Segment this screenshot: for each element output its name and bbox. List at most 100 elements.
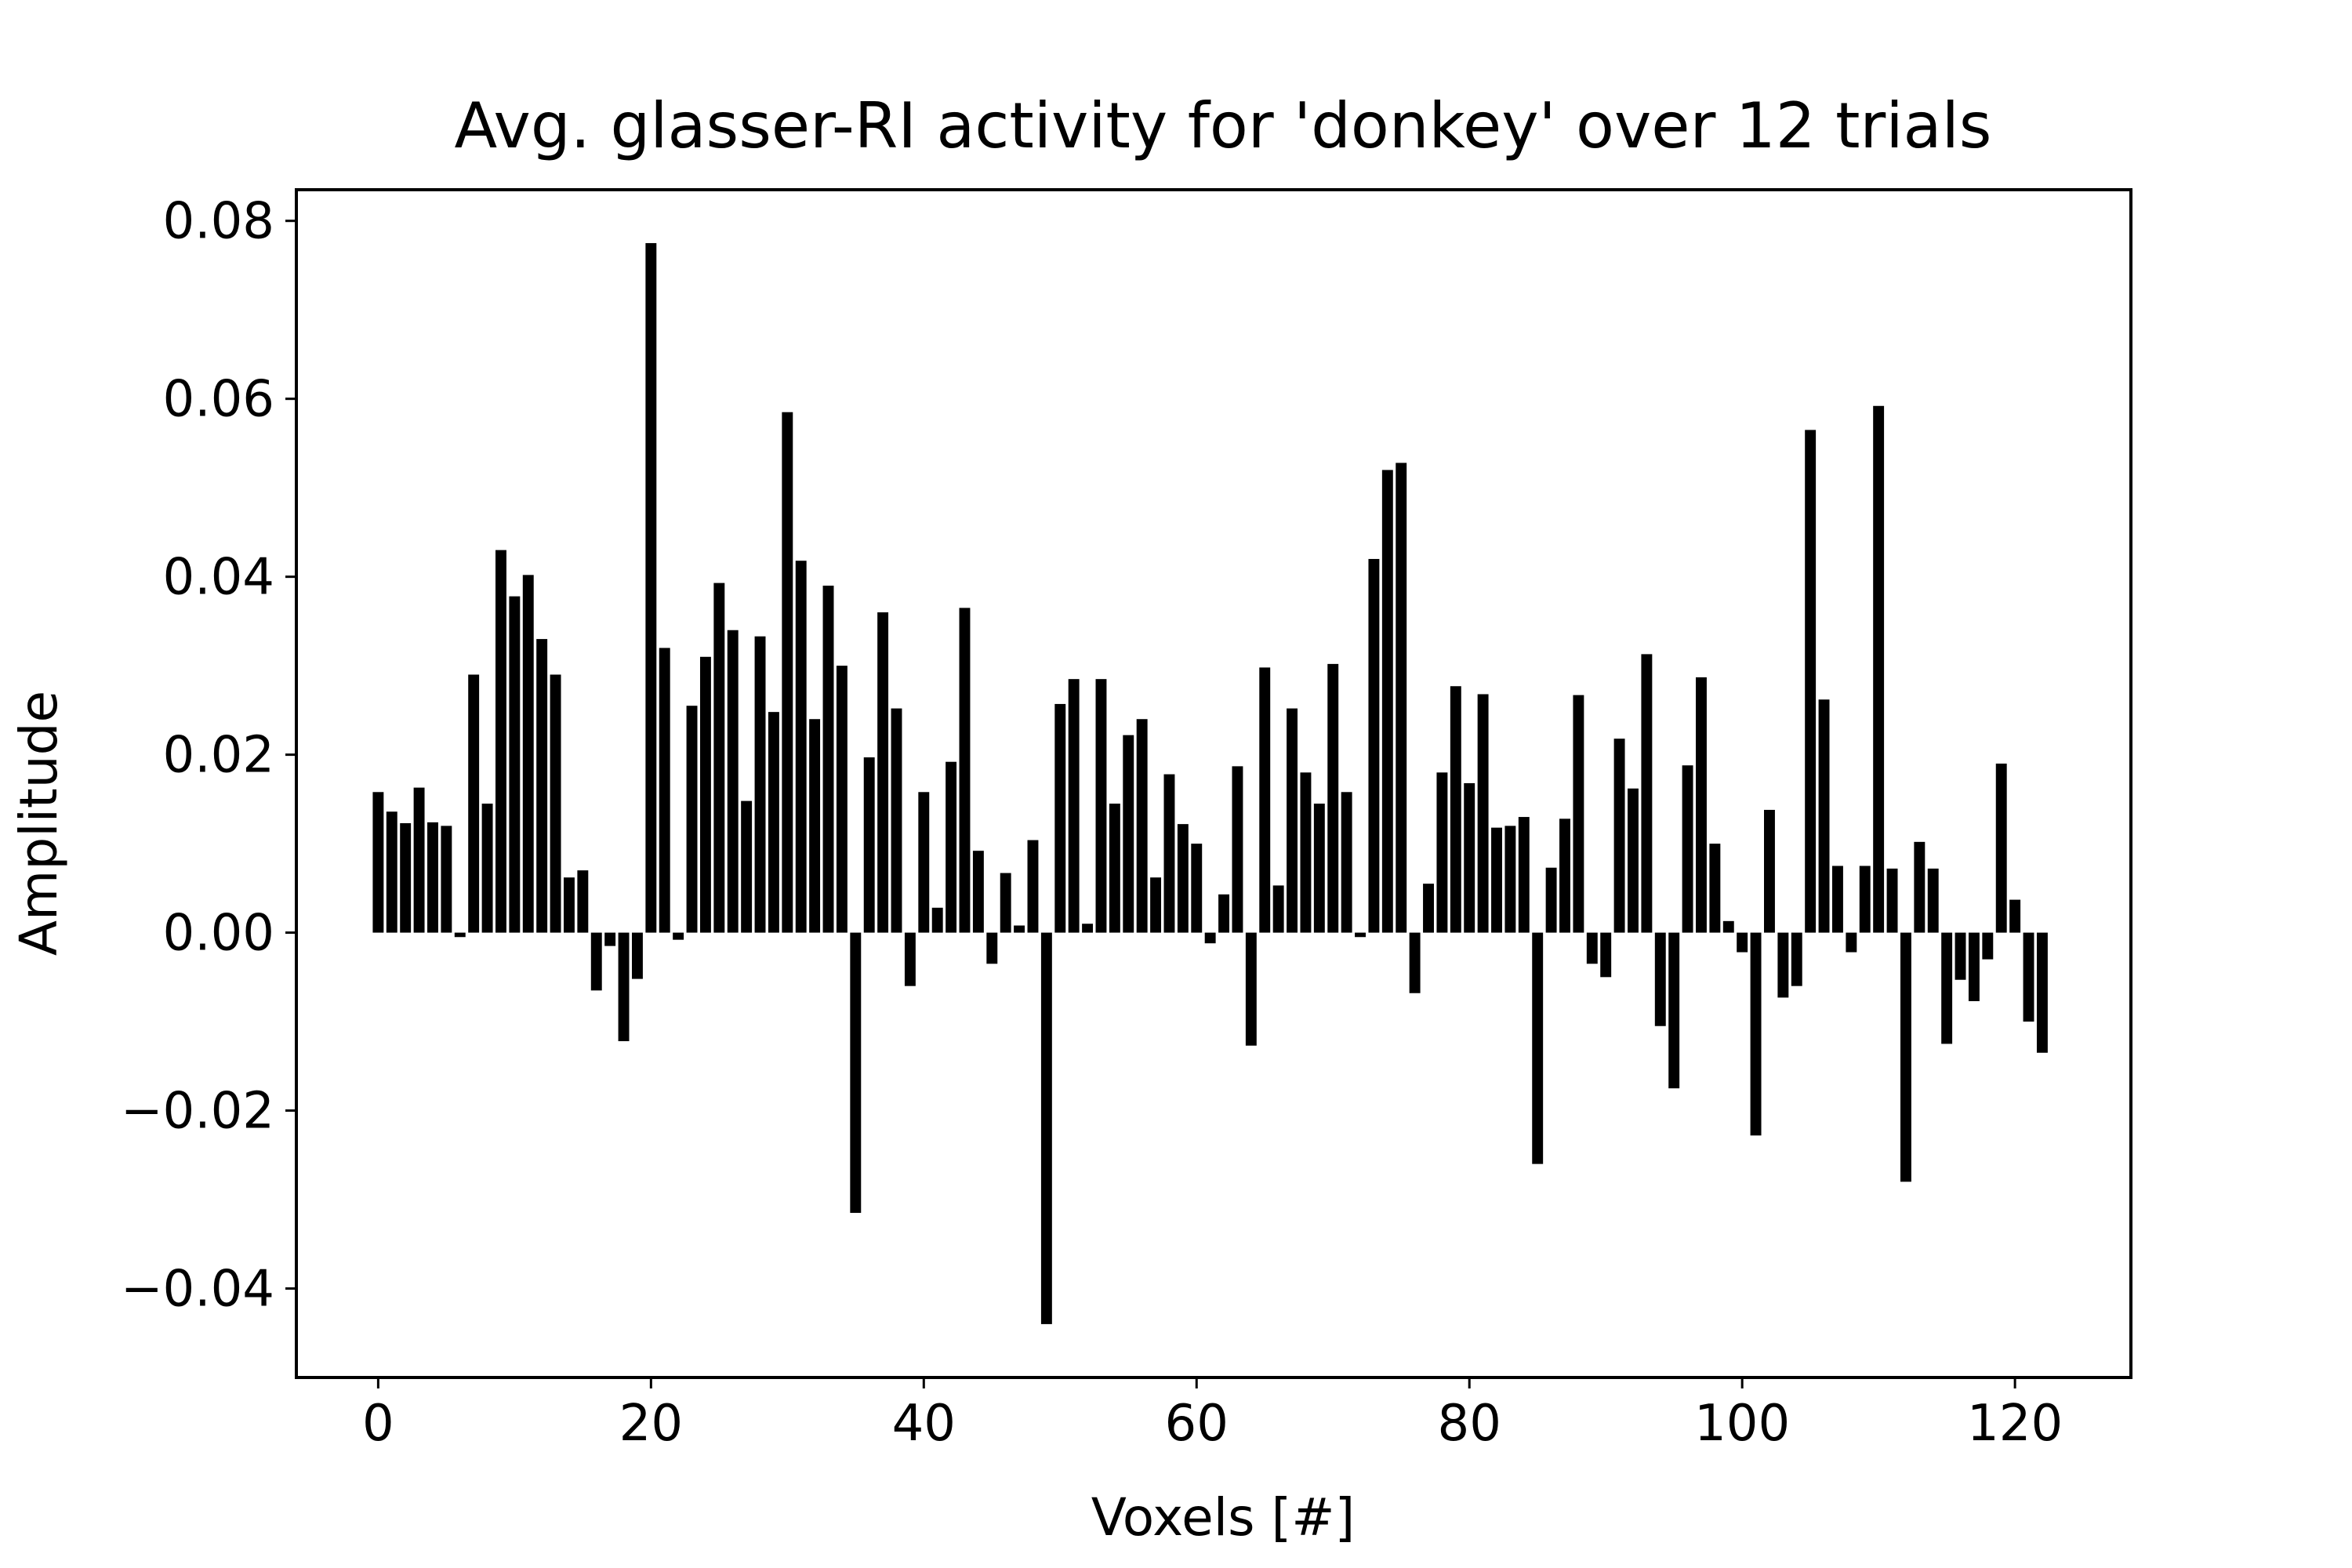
bar-voxel-26 <box>727 630 739 933</box>
bar-voxel-41 <box>931 907 943 933</box>
bar-voxel-122 <box>2036 932 2048 1053</box>
bar-voxel-72 <box>1355 932 1366 938</box>
y-axis-ticks: −0.04 −0.02 0.00 0.02 0.04 0.06 0.08 <box>121 193 296 1319</box>
bar-voxel-31 <box>795 561 807 933</box>
bar-voxel-12 <box>536 639 548 933</box>
bar-voxel-15 <box>577 870 589 933</box>
bar-voxel-66 <box>1272 885 1284 933</box>
bar-voxel-102 <box>1764 809 1775 933</box>
bar-voxel-32 <box>809 719 821 933</box>
y-tick-label: 0.04 <box>163 549 275 607</box>
bar-voxel-78 <box>1436 772 1448 933</box>
bar-voxel-17 <box>604 932 616 946</box>
bar-voxel-24 <box>699 656 711 933</box>
bar-voxel-110 <box>1873 405 1885 933</box>
bar-voxel-84 <box>1518 817 1530 933</box>
bar-voxel-1 <box>386 811 397 933</box>
bar-voxel-85 <box>1532 932 1544 1164</box>
x-tick-label: 60 <box>1165 1395 1229 1453</box>
bar-voxel-120 <box>2009 899 2021 933</box>
bar-voxel-76 <box>1409 932 1421 993</box>
bar-voxel-23 <box>686 706 698 933</box>
bar-voxel-101 <box>1750 932 1762 1136</box>
bar-voxel-109 <box>1859 866 1871 933</box>
y-axis-label: Amplitude <box>9 691 69 956</box>
bar-voxel-62 <box>1218 894 1230 933</box>
bar-voxel-103 <box>1777 932 1789 998</box>
bar-voxel-100 <box>1737 932 1748 953</box>
bar-voxel-14 <box>564 877 575 933</box>
bar-voxel-11 <box>522 575 534 933</box>
bar-voxel-94 <box>1654 932 1666 1026</box>
x-tick-label: 100 <box>1694 1395 1790 1453</box>
bar-voxel-115 <box>1941 932 1953 1044</box>
bar-voxel-21 <box>659 648 670 933</box>
bar-voxel-53 <box>1095 679 1107 933</box>
bar-voxel-71 <box>1341 792 1352 933</box>
bar-voxel-88 <box>1573 695 1584 933</box>
bar-voxel-25 <box>713 583 725 933</box>
bar-voxel-96 <box>1682 765 1693 933</box>
bar-voxel-119 <box>1995 763 2007 933</box>
y-tick-label: 0.02 <box>163 727 275 785</box>
y-tick-label: 0.08 <box>163 193 275 251</box>
bar-voxel-113 <box>1914 841 1926 933</box>
y-tick-label: −0.04 <box>121 1261 274 1319</box>
bar-voxel-117 <box>1968 932 1980 1001</box>
bar-voxel-73 <box>1368 558 1380 933</box>
bar-voxel-77 <box>1423 884 1434 933</box>
bar-voxel-95 <box>1668 932 1680 1089</box>
bar-voxel-47 <box>1014 925 1025 933</box>
bar-voxel-19 <box>631 932 643 979</box>
bar-voxel-2 <box>400 823 412 933</box>
bar-voxel-64 <box>1245 932 1257 1046</box>
bar-voxel-93 <box>1641 654 1653 933</box>
x-tick-label: 20 <box>619 1395 683 1453</box>
bar-voxel-61 <box>1204 932 1216 944</box>
bar-voxel-112 <box>1900 932 1911 1182</box>
bar-voxel-106 <box>1818 699 1830 933</box>
bar-voxel-37 <box>877 612 889 933</box>
bar-voxel-79 <box>1450 686 1461 933</box>
bar-voxel-92 <box>1628 788 1639 933</box>
bar-voxel-70 <box>1327 663 1339 933</box>
y-tick-label: 0.00 <box>163 905 275 963</box>
bar-voxel-121 <box>2023 932 2034 1022</box>
bar-voxel-58 <box>1163 774 1175 933</box>
x-tick-label: 120 <box>1967 1395 2063 1453</box>
bar-voxel-107 <box>1831 866 1843 933</box>
bar-voxel-18 <box>618 932 630 1042</box>
bar-voxel-57 <box>1150 877 1162 933</box>
bar-voxel-118 <box>1982 932 1994 960</box>
bar-voxel-43 <box>959 608 971 933</box>
bar-voxel-63 <box>1232 766 1243 933</box>
bar-voxel-60 <box>1191 844 1203 933</box>
bar-voxel-105 <box>1805 430 1817 933</box>
x-axis-ticks: 0 20 40 60 80 100 120 <box>362 1377 2063 1453</box>
bar-voxel-39 <box>904 932 916 986</box>
bar-voxel-69 <box>1313 804 1325 933</box>
bar-voxel-38 <box>891 708 902 933</box>
bar-voxel-10 <box>509 596 521 933</box>
bar-voxel-104 <box>1791 932 1802 986</box>
bar-voxel-7 <box>468 674 480 933</box>
bar-voxel-90 <box>1600 932 1612 978</box>
bar-voxel-0 <box>372 792 384 933</box>
bar-voxel-75 <box>1396 463 1407 933</box>
bar-voxel-28 <box>754 636 766 933</box>
bar-voxel-83 <box>1504 826 1516 933</box>
bar-voxel-33 <box>822 586 834 933</box>
bar-voxel-89 <box>1586 932 1598 964</box>
bar-voxel-49 <box>1040 932 1052 1324</box>
bar-voxel-20 <box>645 243 657 933</box>
bar-voxel-44 <box>972 851 984 933</box>
bar-voxel-111 <box>1886 868 1898 933</box>
bar-voxel-4 <box>427 822 438 933</box>
bar-voxel-5 <box>441 826 452 933</box>
bar-voxel-59 <box>1177 824 1189 933</box>
x-tick-label: 0 <box>362 1395 394 1453</box>
bar-voxel-55 <box>1123 735 1134 933</box>
